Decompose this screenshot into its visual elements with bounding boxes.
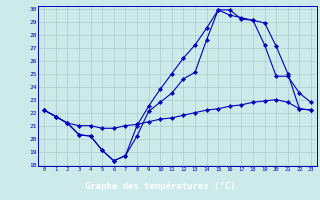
Text: Graphe des températures (°C): Graphe des températures (°C) xyxy=(85,182,235,191)
